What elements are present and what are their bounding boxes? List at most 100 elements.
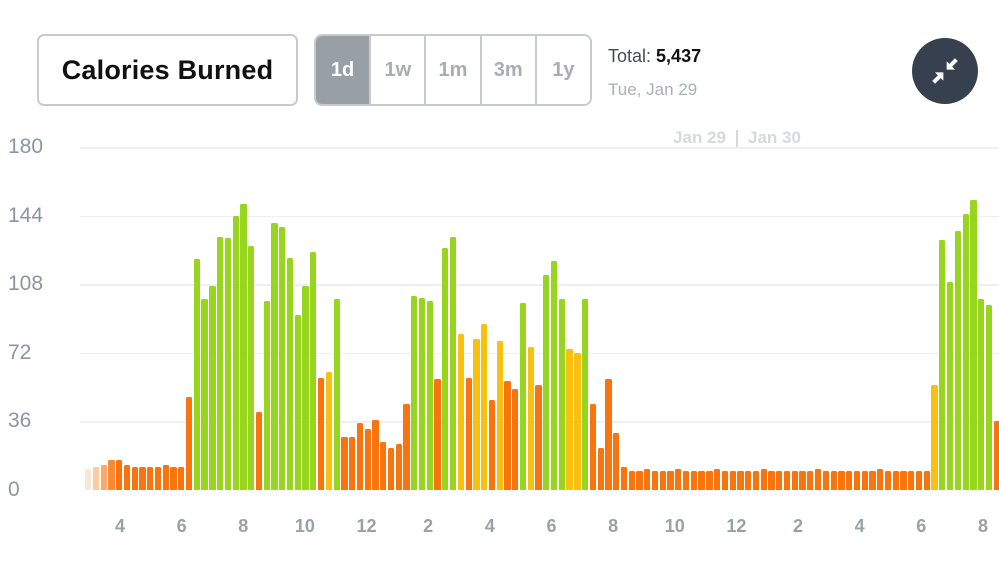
bar[interactable] bbox=[496, 341, 503, 490]
bar[interactable] bbox=[682, 470, 690, 490]
bar[interactable] bbox=[729, 470, 736, 490]
bar[interactable] bbox=[675, 469, 682, 490]
bar[interactable] bbox=[263, 301, 270, 490]
bar[interactable] bbox=[302, 286, 309, 490]
bar[interactable] bbox=[636, 470, 643, 490]
bar[interactable] bbox=[403, 404, 410, 490]
bar[interactable] bbox=[853, 470, 861, 490]
bar[interactable] bbox=[201, 299, 208, 490]
bar[interactable] bbox=[92, 467, 100, 490]
bar[interactable] bbox=[481, 324, 488, 490]
bar[interactable] bbox=[356, 423, 364, 490]
range-button-1w[interactable]: 1w bbox=[371, 36, 427, 104]
bar[interactable] bbox=[861, 470, 868, 490]
bar[interactable] bbox=[317, 377, 325, 490]
bar[interactable] bbox=[387, 448, 395, 490]
bar[interactable] bbox=[566, 349, 573, 490]
bar[interactable] bbox=[418, 297, 426, 490]
bar[interactable] bbox=[100, 465, 107, 490]
bar[interactable] bbox=[760, 469, 767, 490]
bar[interactable] bbox=[333, 299, 340, 490]
bar[interactable] bbox=[985, 305, 993, 490]
bar[interactable] bbox=[488, 400, 496, 490]
bar[interactable] bbox=[814, 469, 822, 490]
bar[interactable] bbox=[449, 236, 457, 490]
bar[interactable] bbox=[768, 470, 775, 490]
bar[interactable] bbox=[349, 436, 356, 490]
bar[interactable] bbox=[745, 470, 752, 490]
bar[interactable] bbox=[714, 469, 721, 490]
bar[interactable] bbox=[162, 465, 169, 490]
bar[interactable] bbox=[931, 385, 938, 490]
bar[interactable] bbox=[908, 470, 915, 490]
bar[interactable] bbox=[325, 371, 332, 490]
bar[interactable] bbox=[589, 404, 597, 490]
bar[interactable] bbox=[558, 299, 565, 490]
bar[interactable] bbox=[473, 339, 480, 490]
bar[interactable] bbox=[519, 303, 527, 490]
bar[interactable] bbox=[838, 470, 845, 490]
bar[interactable] bbox=[791, 470, 798, 490]
bar[interactable] bbox=[240, 204, 247, 490]
bar[interactable] bbox=[574, 352, 581, 490]
bar[interactable] bbox=[946, 282, 954, 490]
bar[interactable] bbox=[178, 467, 185, 490]
bar[interactable] bbox=[620, 467, 628, 490]
bar[interactable] bbox=[799, 470, 806, 490]
bar[interactable] bbox=[993, 421, 999, 490]
bar[interactable] bbox=[869, 470, 876, 490]
bar[interactable] bbox=[915, 470, 923, 490]
bar[interactable] bbox=[434, 379, 441, 490]
bar[interactable] bbox=[776, 470, 783, 490]
bar[interactable] bbox=[667, 470, 674, 490]
bar[interactable] bbox=[286, 257, 294, 490]
bar[interactable] bbox=[737, 470, 744, 490]
bar[interactable] bbox=[954, 230, 962, 490]
bar[interactable] bbox=[923, 470, 930, 490]
bar[interactable] bbox=[504, 381, 511, 490]
bar[interactable] bbox=[217, 236, 224, 490]
bar[interactable] bbox=[271, 223, 278, 490]
bar[interactable] bbox=[442, 248, 449, 490]
bar[interactable] bbox=[232, 215, 239, 490]
bar[interactable] bbox=[978, 299, 985, 490]
bar[interactable] bbox=[597, 448, 604, 490]
bar[interactable] bbox=[294, 314, 301, 490]
bar[interactable] bbox=[884, 470, 892, 490]
bar[interactable] bbox=[209, 286, 216, 490]
bar[interactable] bbox=[224, 238, 232, 490]
bar[interactable] bbox=[659, 470, 666, 490]
bar[interactable] bbox=[527, 347, 534, 490]
bar[interactable] bbox=[783, 470, 791, 490]
bar[interactable] bbox=[830, 470, 837, 490]
bar[interactable] bbox=[279, 227, 286, 490]
range-button-1d[interactable]: 1d bbox=[316, 36, 372, 104]
bar[interactable] bbox=[85, 469, 92, 490]
bar[interactable] bbox=[582, 299, 589, 490]
bar[interactable] bbox=[690, 470, 697, 490]
bar[interactable] bbox=[364, 429, 371, 490]
bar[interactable] bbox=[970, 200, 977, 490]
bar[interactable] bbox=[877, 469, 884, 490]
bar[interactable] bbox=[465, 377, 472, 490]
bar[interactable] bbox=[613, 432, 620, 490]
bar[interactable] bbox=[535, 385, 542, 490]
bar[interactable] bbox=[512, 389, 519, 490]
bar[interactable] bbox=[341, 436, 348, 490]
bar[interactable] bbox=[846, 470, 853, 490]
range-button-1y[interactable]: 1y bbox=[536, 36, 590, 104]
bar[interactable] bbox=[752, 470, 760, 490]
bar[interactable] bbox=[395, 444, 402, 490]
bar[interactable] bbox=[108, 459, 115, 490]
bar[interactable] bbox=[962, 213, 969, 490]
bar[interactable] bbox=[154, 467, 162, 490]
collapse-button[interactable] bbox=[912, 38, 978, 104]
bar[interactable] bbox=[550, 261, 558, 490]
bar[interactable] bbox=[605, 379, 612, 490]
bar[interactable] bbox=[628, 470, 635, 490]
bar[interactable] bbox=[698, 470, 705, 490]
bar[interactable] bbox=[900, 470, 907, 490]
bar[interactable] bbox=[892, 470, 899, 490]
bar[interactable] bbox=[939, 240, 946, 490]
bar[interactable] bbox=[411, 295, 418, 490]
